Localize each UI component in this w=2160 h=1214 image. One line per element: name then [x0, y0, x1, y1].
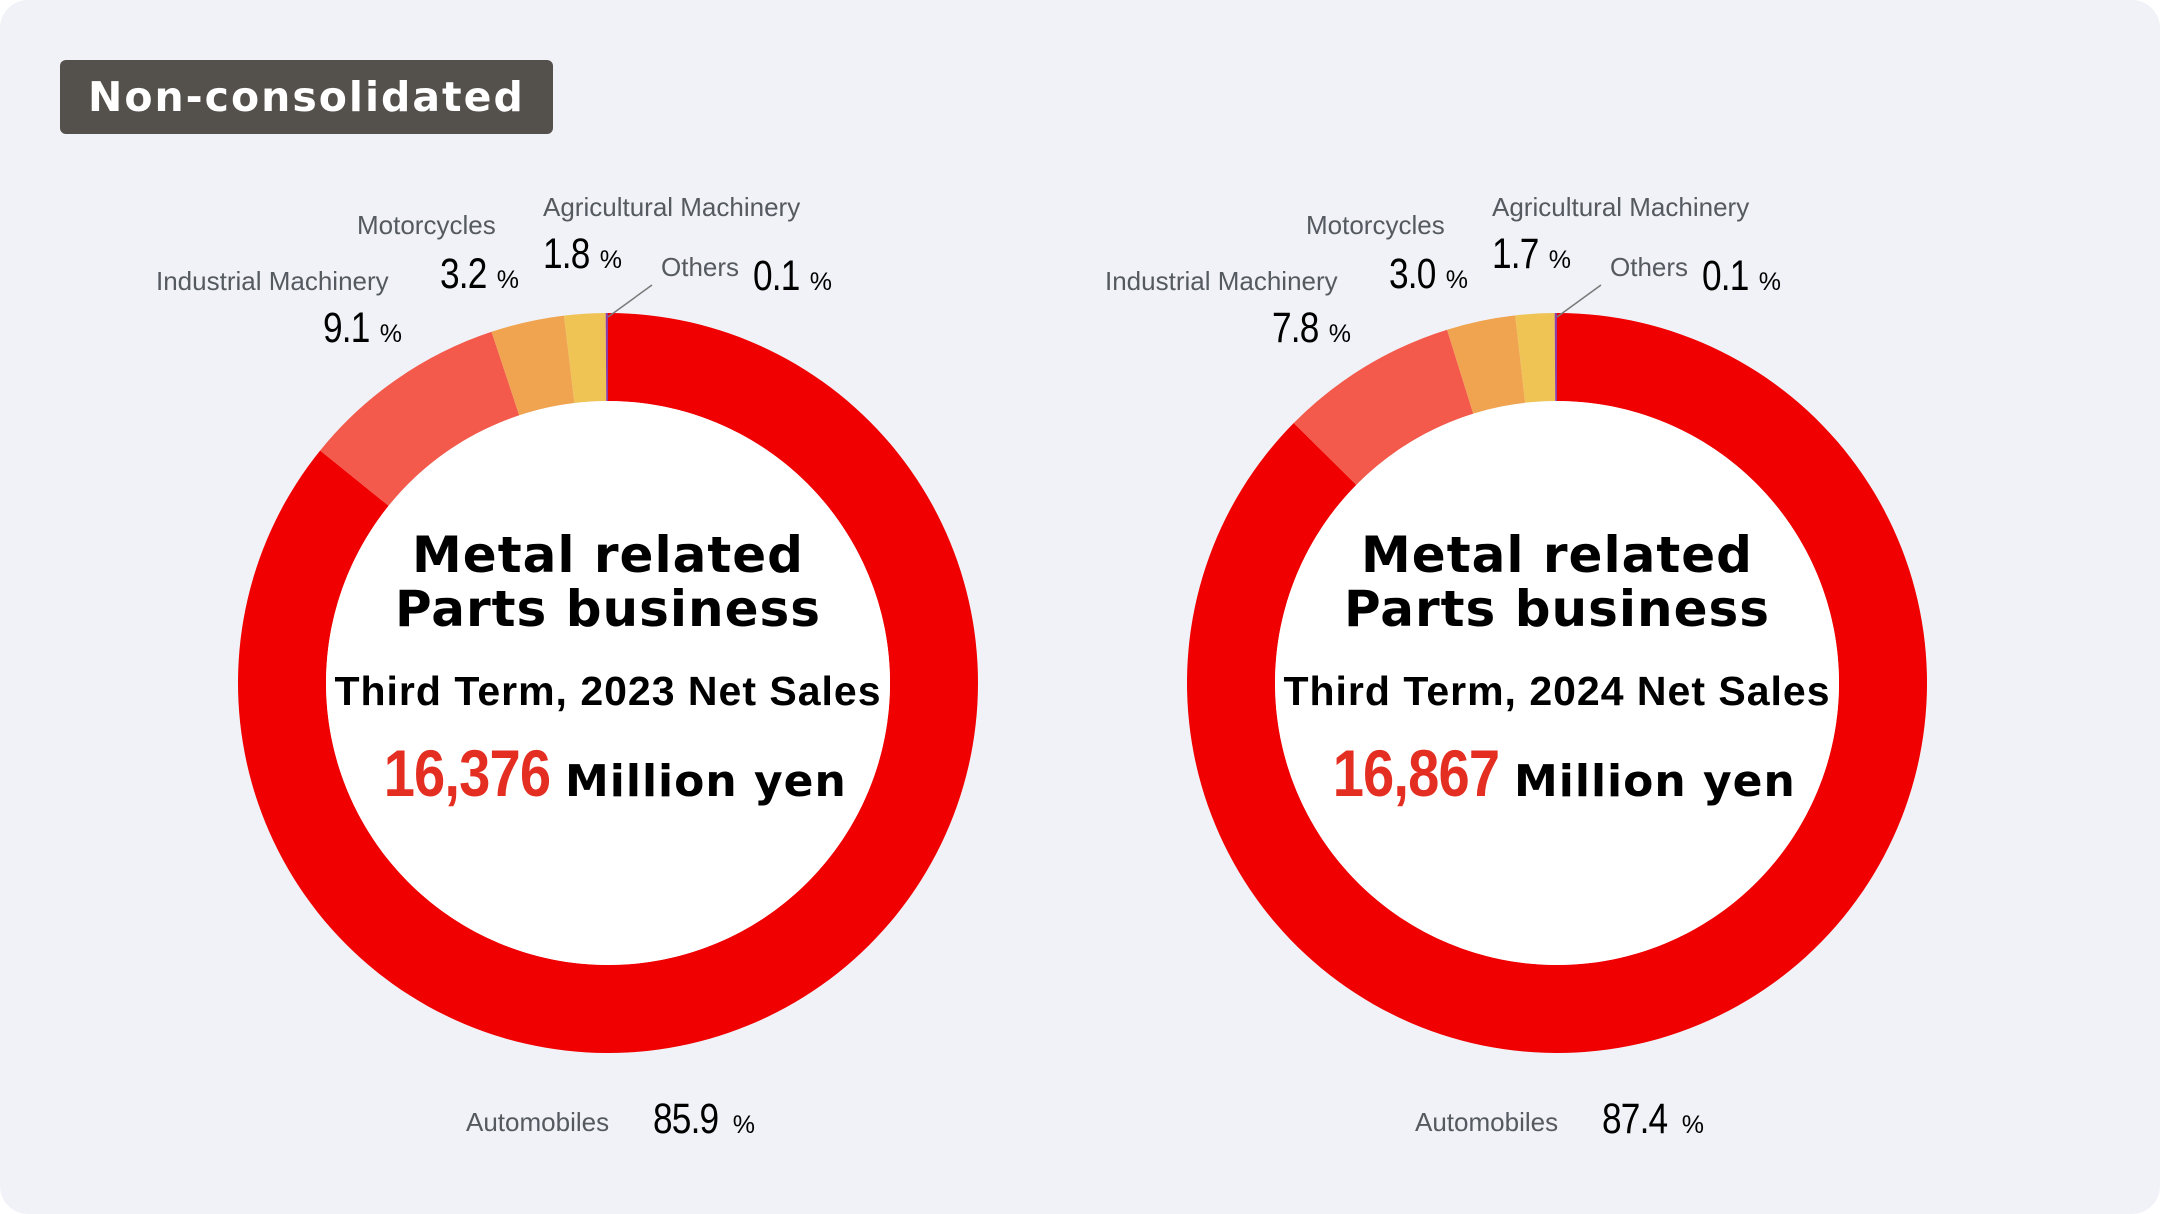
label-industrial-machinery: Industrial Machinery — [1105, 266, 1338, 297]
segment-name: Motorcycles — [357, 210, 496, 240]
donut-chart-2024: Motorcycles 3.0% Agricultural Machinery … — [949, 0, 2029, 1214]
slice-industrial-machinery — [1293, 329, 1474, 485]
pct-symbol: % — [379, 320, 403, 348]
pct-industrial-machinery: 9.1% — [323, 304, 402, 353]
others-leader-line — [1556, 284, 1602, 318]
scope-badge: Non-consolidated — [60, 60, 553, 134]
label-automobiles: Automobiles — [466, 1107, 609, 1138]
amount-unit: Million yen — [1514, 756, 1796, 807]
center-title: Metal related Parts business — [308, 528, 908, 636]
pct-symbol: % — [732, 1111, 755, 1139]
pct-symbol: % — [496, 266, 520, 294]
segment-name: Industrial Machinery — [1105, 266, 1338, 296]
pct-others: 0.1% — [753, 252, 832, 301]
label-others: Others — [661, 252, 739, 283]
label-industrial-machinery: Industrial Machinery — [156, 266, 389, 297]
segment-name: Others — [661, 252, 740, 282]
segment-name: Automobiles — [466, 1107, 610, 1137]
segment-name: Others — [1610, 252, 1689, 282]
pct-motorcycles: 3.2% — [440, 250, 519, 299]
slice-industrial-machinery — [320, 331, 520, 506]
pct-value: 1.8 — [543, 230, 590, 278]
others-leader-line — [607, 284, 653, 318]
donut-hole — [326, 401, 890, 965]
label-others: Others — [1610, 252, 1688, 283]
pct-motorcycles: 3.0% — [1389, 250, 1468, 299]
center-amount: 16,867 Million yen — [1257, 735, 1857, 811]
pct-symbol: % — [1445, 266, 1469, 294]
label-motorcycles: Motorcycles — [357, 210, 496, 241]
pct-value: 1.7 — [1492, 230, 1539, 278]
slice-agricultural-machinery — [563, 313, 607, 404]
pct-symbol: % — [1758, 268, 1782, 296]
pct-value: 87.4 — [1602, 1095, 1668, 1143]
donut-chart-2023: Motorcycles 3.2% Agricultural Machinery … — [156, 192, 978, 1144]
slice-others — [1554, 313, 1557, 402]
pct-value: 3.0 — [1389, 250, 1436, 298]
label-motorcycles: Motorcycles — [1306, 210, 1445, 241]
label-automobiles: Automobiles — [1415, 1107, 1558, 1138]
slice-motorcycles — [1447, 315, 1526, 414]
segment-name: Agricultural Machinery — [1492, 192, 1750, 222]
slice-agricultural-machinery — [1515, 313, 1556, 403]
center-title-line2: Parts business — [1343, 580, 1771, 638]
pct-symbol: % — [1328, 320, 1352, 348]
net-sales-amount: 16,867 — [1332, 736, 1500, 810]
donut-svg — [237, 284, 978, 1053]
label-agricultural-machinery: Agricultural Machinery — [543, 192, 800, 223]
pct-value: 0.1 — [1702, 252, 1749, 300]
pct-automobiles: 85.9% — [653, 1095, 755, 1144]
donut-svg — [1187, 284, 1928, 1054]
segment-name: Agricultural Machinery — [543, 192, 801, 222]
segment-name: Motorcycles — [1306, 210, 1445, 240]
segment-name: Automobiles — [1415, 1107, 1559, 1137]
center-title-line1: Metal related — [412, 526, 804, 584]
pct-value: 7.8 — [1272, 304, 1319, 352]
center-amount: 16,376 Million yen — [308, 735, 908, 811]
center-subtitle: Third Term, 2023 Net Sales — [334, 668, 882, 714]
pct-value: 9.1 — [323, 304, 370, 352]
pct-agricultural-machinery: 1.8% — [543, 230, 622, 279]
center-title: Metal related Parts business — [1257, 528, 1857, 636]
slice-motorcycles — [491, 315, 575, 416]
slice-others — [605, 313, 608, 402]
pct-symbol: % — [809, 268, 833, 296]
pct-automobiles: 87.4% — [1602, 1095, 1704, 1144]
center-subtitle: Third Term, 2024 Net Sales — [1283, 668, 1831, 714]
segment-name: Industrial Machinery — [156, 266, 389, 296]
pct-value: 3.2 — [440, 250, 487, 298]
center-title-line1: Metal related — [1361, 526, 1753, 584]
donut-hole — [1275, 401, 1839, 965]
pct-industrial-machinery: 7.8% — [1272, 304, 1351, 353]
amount-unit: Million yen — [565, 756, 847, 807]
pct-value: 0.1 — [753, 252, 800, 300]
pct-symbol: % — [599, 246, 623, 274]
pct-others: 0.1% — [1702, 252, 1781, 301]
pct-symbol: % — [1548, 246, 1572, 274]
label-agricultural-machinery: Agricultural Machinery — [1492, 192, 1749, 223]
pct-symbol: % — [1681, 1111, 1704, 1139]
net-sales-amount: 16,376 — [383, 736, 551, 810]
pct-value: 85.9 — [653, 1095, 719, 1143]
pct-agricultural-machinery: 1.7% — [1492, 230, 1571, 279]
center-title-line2: Parts business — [394, 580, 822, 638]
